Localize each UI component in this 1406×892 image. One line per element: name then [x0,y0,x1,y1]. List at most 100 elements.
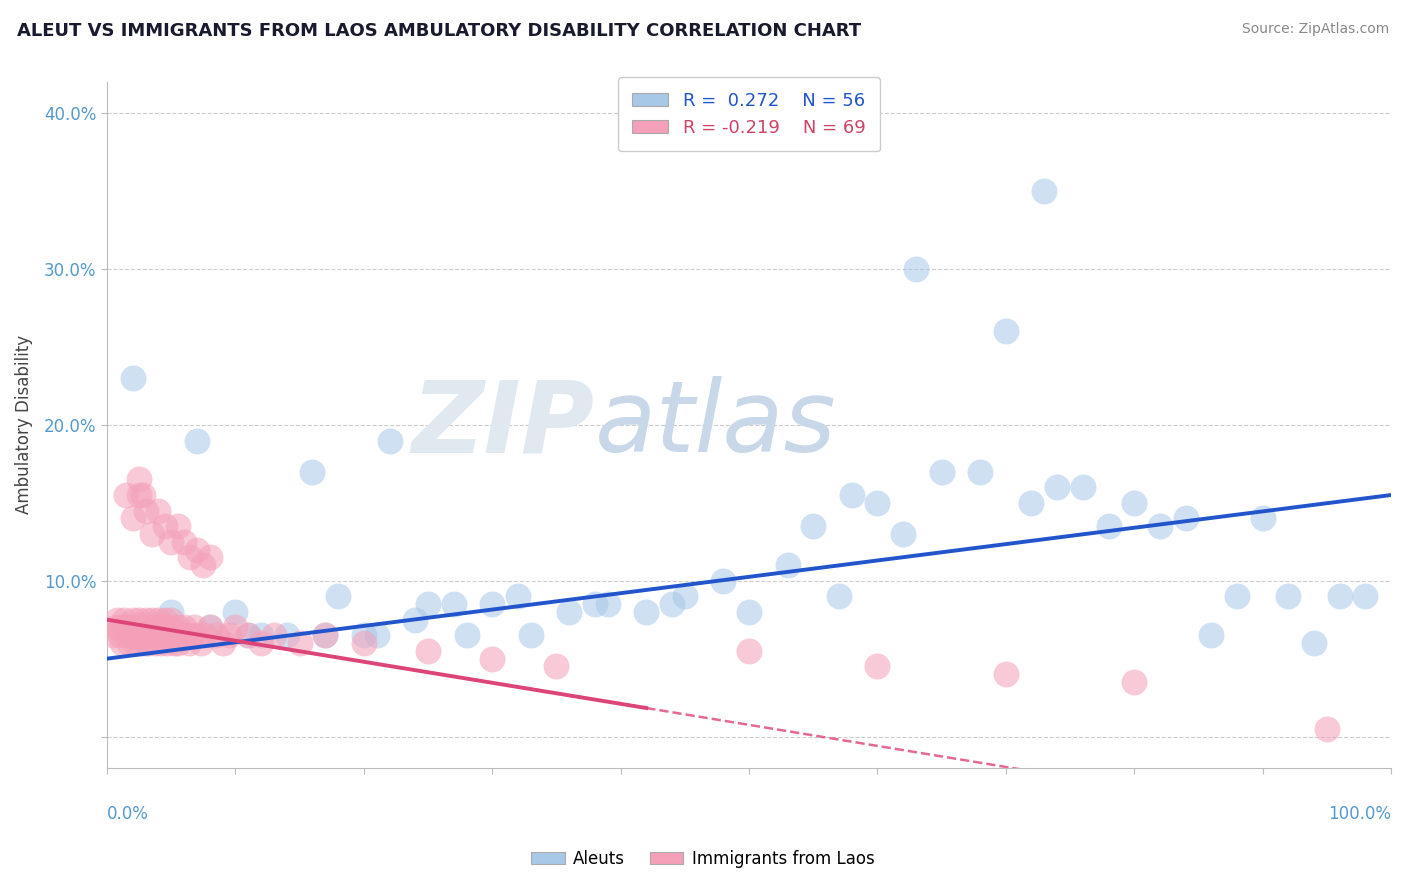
Point [891,527,914,541]
Point [186,628,208,642]
Point [828,590,851,604]
Point [193,558,215,573]
Point [118,636,141,650]
Text: atlas: atlas [595,376,837,474]
Point [198,550,221,565]
Point [120,628,142,642]
Y-axis label: Ambulatory Disability: Ambulatory Disability [15,335,32,515]
Point [108,628,131,642]
Point [173,628,195,642]
Text: ALEUT VS IMMIGRANTS FROM LAOS AMBULATORY DISABILITY CORRELATION CHART: ALEUT VS IMMIGRANTS FROM LAOS AMBULATORY… [17,22,860,40]
Point [1123,496,1146,510]
Point [711,574,734,588]
Point [1149,519,1171,533]
Point [143,636,166,650]
Point [583,597,606,611]
Point [443,597,465,611]
Point [558,605,581,619]
Point [596,597,619,611]
Point [1097,519,1119,533]
Point [1329,590,1351,604]
Point [738,644,761,658]
Point [132,488,155,502]
Point [218,628,240,642]
Point [115,620,138,634]
Point [801,519,824,533]
Point [136,636,159,650]
Point [121,511,143,525]
Point [1199,628,1222,642]
Point [250,636,273,650]
Text: 0.0%: 0.0% [107,805,149,823]
Point [506,590,529,604]
Text: 100.0%: 100.0% [1329,805,1391,823]
Point [738,605,761,619]
Point [160,534,183,549]
Point [250,628,273,642]
Point [160,605,183,619]
Point [183,620,205,634]
Point [636,605,658,619]
Point [165,628,187,642]
Point [180,628,202,642]
Point [416,644,439,658]
Point [969,465,991,479]
Point [163,636,186,650]
Point [160,620,183,634]
Point [121,613,143,627]
Point [132,628,155,642]
Point [141,620,163,634]
Point [994,667,1017,681]
Point [115,488,138,502]
Point [135,620,157,634]
Point [238,628,260,642]
Point [166,636,188,650]
Point [173,620,195,634]
Point [198,620,221,634]
Point [153,620,176,634]
Point [105,613,128,627]
Point [121,371,143,385]
Point [128,473,150,487]
Point [124,636,146,650]
Point [353,636,375,650]
Point [519,628,541,642]
Point [112,613,135,627]
Point [661,597,683,611]
Point [121,620,143,634]
Point [148,620,170,634]
Point [108,620,131,634]
Point [904,262,927,277]
Point [1354,590,1376,604]
Point [135,503,157,517]
Point [416,597,439,611]
Point [366,628,388,642]
Point [148,503,170,517]
Point [314,628,336,642]
Point [103,628,125,642]
Point [115,628,138,642]
Point [125,628,148,642]
Point [166,519,188,533]
Point [128,488,150,502]
Point [1277,590,1299,604]
Point [190,636,212,650]
Point [276,628,298,642]
Point [1251,511,1274,525]
Point [1174,511,1197,525]
Point [994,325,1017,339]
Point [776,558,799,573]
Text: Source: ZipAtlas.com: Source: ZipAtlas.com [1241,22,1389,37]
Point [931,465,953,479]
Point [263,628,285,642]
Point [194,628,217,642]
Point [205,628,228,642]
Point [1226,590,1249,604]
Point [326,590,349,604]
Point [456,628,478,642]
Point [135,636,157,650]
Point [186,542,208,557]
Point [128,620,150,634]
Text: ZIP: ZIP [412,376,595,474]
Point [1021,496,1043,510]
